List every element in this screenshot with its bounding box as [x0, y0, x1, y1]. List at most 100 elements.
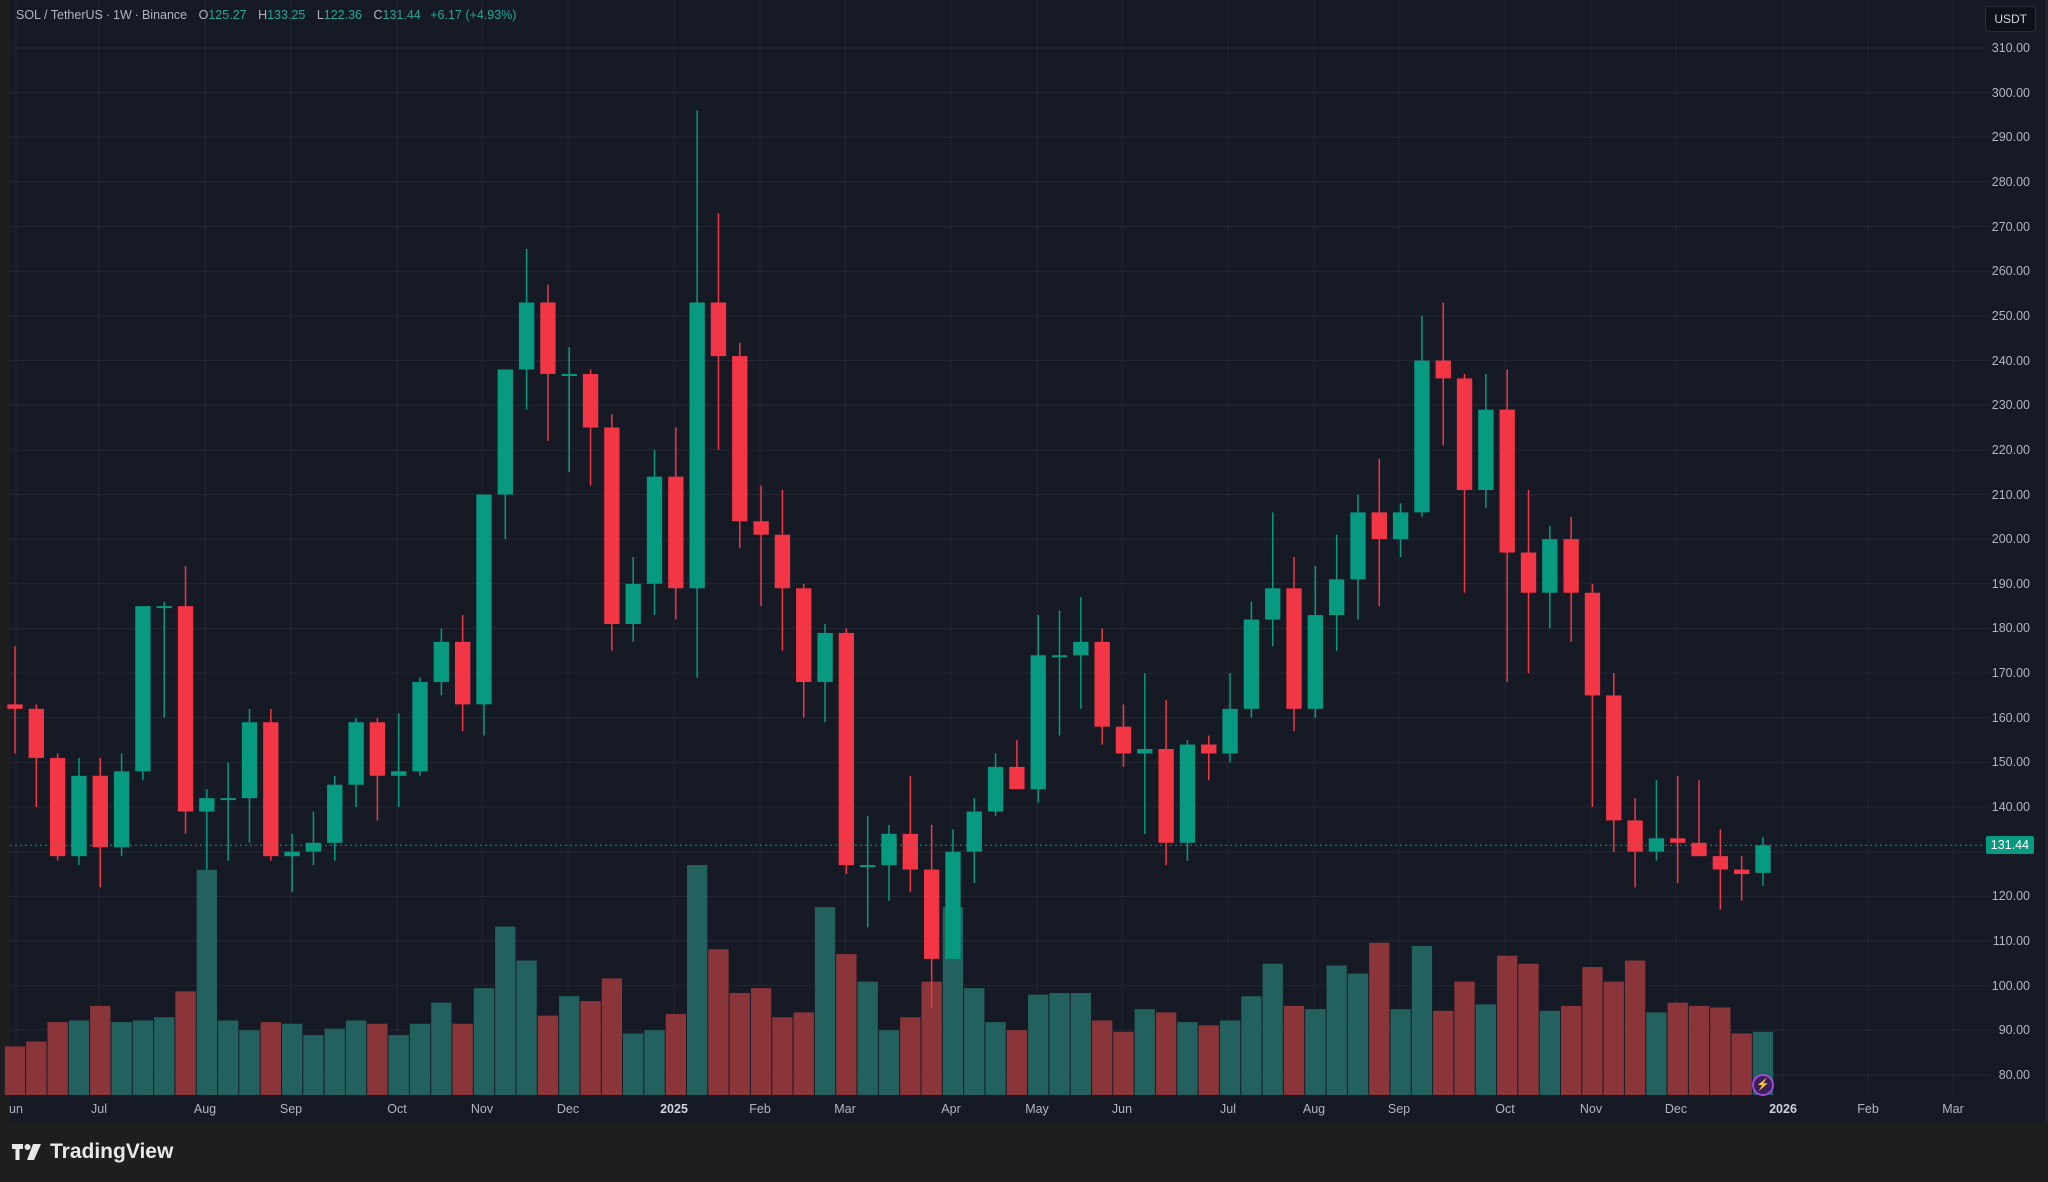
candle[interactable] — [71, 757, 87, 866]
candle[interactable] — [1606, 673, 1622, 852]
candle[interactable] — [156, 601, 172, 718]
tradingview-logo[interactable]: TradingView — [12, 1140, 173, 1164]
candle[interactable] — [1734, 856, 1750, 901]
candle[interactable] — [987, 753, 1004, 816]
candle[interactable] — [1371, 458, 1387, 607]
candle[interactable] — [135, 606, 151, 781]
candle[interactable] — [1201, 735, 1217, 781]
candle[interactable] — [582, 369, 599, 486]
candle[interactable] — [1307, 565, 1324, 718]
candle[interactable] — [1094, 628, 1110, 745]
candle[interactable] — [327, 775, 343, 861]
volume-bar — [154, 1017, 175, 1095]
volume-bar — [1433, 1010, 1454, 1095]
volume-bar — [495, 926, 516, 1095]
symbol-name[interactable]: SOL / TetherUS — [16, 8, 103, 22]
candle[interactable] — [1073, 597, 1089, 709]
candle[interactable] — [518, 248, 535, 410]
candle[interactable] — [49, 753, 66, 861]
candle[interactable] — [625, 557, 641, 642]
candle[interactable] — [1478, 373, 1494, 508]
candle[interactable] — [284, 833, 300, 892]
candle[interactable] — [732, 342, 748, 549]
candle[interactable] — [1648, 780, 1665, 861]
candle[interactable] — [177, 565, 194, 834]
candle[interactable] — [710, 213, 727, 450]
candle[interactable] — [668, 427, 684, 620]
candle[interactable] — [1456, 373, 1473, 593]
candle[interactable] — [1670, 775, 1686, 883]
candle[interactable] — [113, 753, 130, 857]
candle[interactable] — [1435, 302, 1451, 446]
candle[interactable] — [1051, 610, 1068, 736]
candle[interactable] — [1328, 534, 1345, 651]
candle[interactable] — [689, 110, 705, 678]
candle[interactable] — [817, 623, 833, 723]
candle[interactable] — [92, 757, 108, 888]
candle[interactable] — [263, 708, 279, 861]
volume-bar — [537, 1015, 559, 1095]
candle[interactable] — [604, 414, 620, 651]
candle[interactable] — [1286, 557, 1302, 732]
candle[interactable] — [561, 347, 577, 473]
candle[interactable] — [241, 708, 258, 843]
price-axis-label: 100.00 — [1991, 978, 2030, 993]
candle[interactable] — [1563, 516, 1579, 642]
candle[interactable] — [1137, 673, 1153, 834]
candle[interactable] — [1520, 490, 1537, 674]
lightning-icon[interactable]: ⚡ — [1752, 1074, 1774, 1096]
candle[interactable] — [881, 824, 897, 901]
candle[interactable] — [220, 762, 236, 861]
interval[interactable]: 1W — [113, 8, 132, 22]
candle[interactable] — [796, 583, 812, 718]
candle[interactable] — [305, 811, 322, 866]
candle[interactable] — [838, 628, 855, 875]
candle[interactable] — [28, 704, 44, 808]
volume-bar — [303, 1035, 324, 1095]
candle[interactable] — [1712, 829, 1729, 910]
currency-badge[interactable]: USDT — [1985, 6, 2036, 32]
candle[interactable] — [497, 369, 513, 540]
candle[interactable] — [1755, 837, 1771, 886]
candle[interactable] — [1115, 704, 1132, 767]
low-value: 122.36 — [323, 8, 363, 22]
volume-bar — [729, 992, 750, 1095]
candle[interactable] — [1222, 673, 1238, 763]
candle[interactable] — [433, 628, 450, 696]
candle[interactable] — [412, 677, 428, 776]
candle[interactable] — [1030, 615, 1046, 803]
candle[interactable] — [646, 449, 663, 616]
chart-pane[interactable] — [10, 0, 2047, 1122]
candle[interactable] — [1265, 512, 1281, 647]
volume-bar — [686, 865, 708, 1095]
candle[interactable] — [540, 284, 556, 441]
candle[interactable] — [1584, 583, 1601, 808]
candle[interactable] — [753, 485, 769, 607]
candle[interactable] — [1243, 601, 1260, 718]
candle[interactable] — [966, 798, 982, 883]
candle[interactable] — [1691, 780, 1707, 857]
candle[interactable] — [1499, 369, 1515, 683]
candle[interactable] — [1350, 494, 1366, 620]
candle[interactable] — [7, 646, 23, 754]
candle[interactable] — [348, 717, 364, 808]
candle[interactable] — [1414, 315, 1430, 517]
candle[interactable] — [1009, 740, 1025, 790]
candle[interactable] — [860, 815, 876, 928]
candle[interactable] — [945, 829, 961, 959]
candle[interactable] — [774, 490, 791, 651]
candle[interactable] — [454, 615, 471, 732]
candle[interactable] — [1179, 740, 1196, 861]
time-axis-label: Mar — [1942, 1102, 1964, 1116]
candle[interactable] — [391, 713, 407, 808]
candle[interactable] — [1627, 798, 1643, 888]
candle[interactable] — [1392, 503, 1409, 558]
candle[interactable] — [369, 717, 386, 821]
candle[interactable] — [1158, 699, 1174, 866]
candle[interactable] — [199, 789, 215, 870]
candle[interactable] — [902, 775, 918, 892]
candle[interactable] — [1542, 525, 1558, 629]
candle[interactable] — [476, 494, 492, 736]
candle[interactable] — [923, 824, 940, 1008]
